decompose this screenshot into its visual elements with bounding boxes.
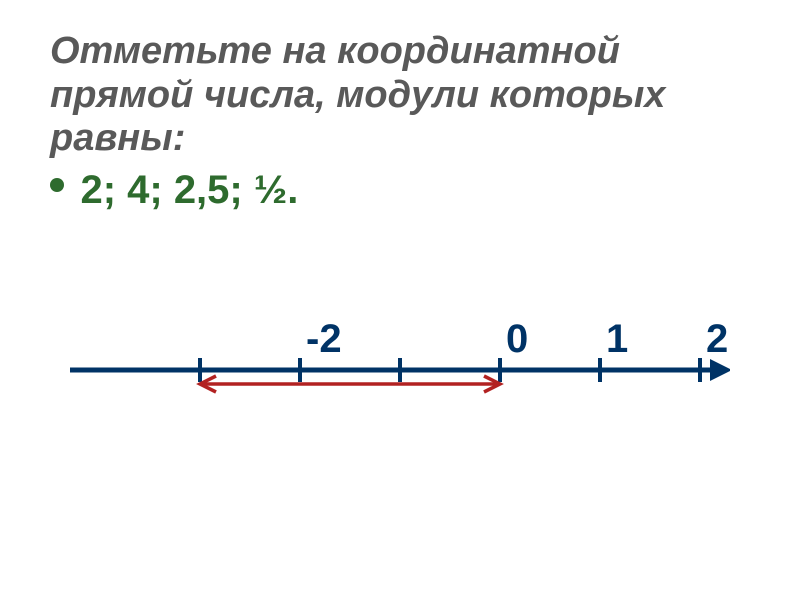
bullet-text: 2; 4; 2,5; ½. <box>80 168 298 212</box>
axis-label: 2 <box>706 317 728 361</box>
axis-label: -2 <box>306 317 342 361</box>
slide: Отметьте на координатной прямой числа, м… <box>0 0 800 600</box>
axis-arrowhead <box>710 359 730 381</box>
bullet-row: 2; 4; 2,5; ½. <box>50 168 750 213</box>
number-line: -2 0 1 2 <box>70 310 730 430</box>
bullet-dot <box>50 178 64 192</box>
heading-text: Отметьте на координатной прямой числа, м… <box>50 30 750 161</box>
axis-label: 1 <box>606 317 628 361</box>
axis-label: 0 <box>506 317 528 361</box>
